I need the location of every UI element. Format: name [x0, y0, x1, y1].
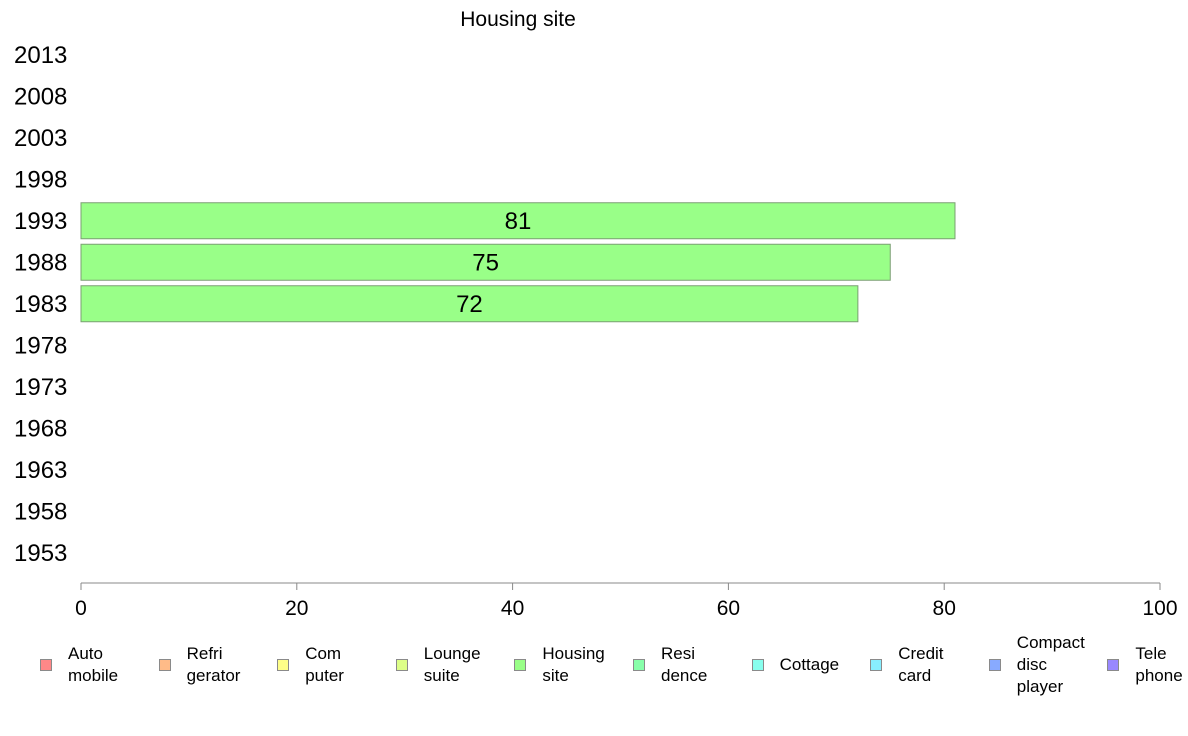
legend-item: Com puter: [277, 630, 344, 700]
bar: [80, 202, 956, 240]
legend-label: Compact disc player: [1016, 633, 1085, 696]
legend-label: Refri gerator: [186, 644, 241, 685]
y-tick-label: 1998: [14, 166, 67, 193]
legend-swatch: [395, 659, 408, 671]
y-tick-label: 1963: [14, 457, 67, 484]
legend-label: Auto mobile: [68, 644, 119, 685]
legend-label: Lounge suite: [423, 644, 481, 685]
bar-value-label: 81: [505, 208, 532, 235]
legend-swatch: [514, 659, 527, 671]
bar-chart: Housing site 2013 2008 2003 1998 1993 1988 198…: [14, 8, 1178, 620]
y-tick-label: 2013: [14, 42, 67, 69]
legend-item: Lounge suite: [395, 630, 481, 700]
legend-item: Compact disc player: [988, 630, 1085, 700]
legend-swatch: [40, 659, 52, 671]
bar-value-label: 75: [472, 249, 499, 276]
bar: [80, 243, 891, 281]
legend-item: Credit card: [870, 630, 944, 700]
chart-title: Housing site: [460, 8, 576, 31]
legend-label: Resi dence: [661, 644, 708, 685]
legend-label: Cottage: [779, 655, 840, 674]
y-tick-label: 1953: [14, 540, 67, 567]
bar-value-label: 72: [456, 291, 483, 318]
legend-item: Cottage: [751, 630, 840, 700]
legend-swatch: [277, 659, 290, 671]
y-tick-label: 2008: [14, 83, 67, 110]
x-tick-label: 20: [285, 597, 308, 620]
y-tick-label: 1988: [14, 249, 67, 276]
x-tick-label: 100: [1142, 597, 1177, 620]
legend-swatch: [158, 659, 171, 671]
legend-label: Credit card: [898, 644, 944, 685]
legend-swatch: [751, 659, 764, 671]
legend-item: Refri gerator: [158, 630, 241, 700]
x-tick-label: 60: [717, 597, 740, 620]
legend: Auto mobile Refri gerator Com puter Lounge …: [0, 630, 1188, 710]
y-tick-label: 1973: [14, 374, 67, 401]
y-tick-label: 1958: [14, 498, 67, 525]
y-tick-label: 1978: [14, 332, 67, 359]
legend-item: Tele phone: [1107, 630, 1183, 700]
y-tick-label: 1993: [14, 208, 67, 235]
x-tick-label: 0: [75, 597, 87, 620]
legend-swatch: [1107, 659, 1120, 671]
legend-label: Housing site: [542, 644, 605, 685]
y-tick-label: 1983: [14, 291, 67, 318]
x-tick-label: 40: [501, 597, 524, 620]
legend-item: Resi dence: [633, 630, 707, 700]
legend-item: Auto mobile: [40, 630, 118, 700]
bar: [80, 285, 859, 323]
x-tick-label: 80: [933, 597, 956, 620]
legend-label: Com puter: [305, 644, 344, 685]
legend-label: Tele phone: [1135, 644, 1183, 685]
legend-swatch: [633, 659, 645, 671]
legend-swatch: [988, 659, 1001, 671]
legend-item: Housing site: [514, 630, 605, 700]
legend-swatch: [870, 659, 883, 671]
y-tick-label: 2003: [14, 125, 67, 152]
y-tick-label: 1968: [14, 415, 67, 442]
